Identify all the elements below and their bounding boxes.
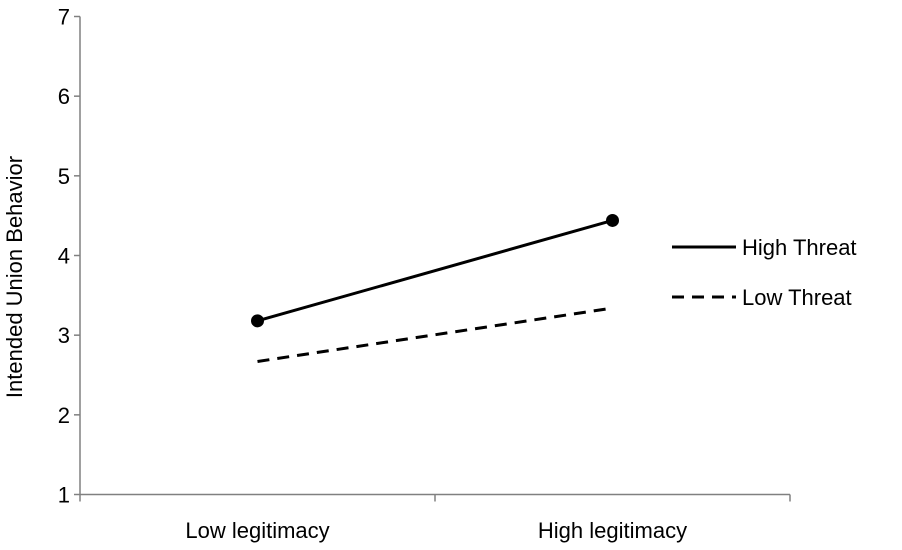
x-tick-label: High legitimacy — [538, 518, 687, 543]
legend-label: High Threat — [742, 235, 857, 260]
series-line-1 — [257, 219, 613, 323]
legend: High Threat Low Threat — [672, 235, 857, 310]
axes — [79, 16, 790, 496]
y-tick-label: 2 — [58, 403, 70, 428]
y-tick-label: 1 — [58, 483, 70, 508]
y-ticks: 1 2 3 4 5 6 7 — [58, 5, 80, 508]
x-tick-label: Low legitimacy — [185, 518, 329, 543]
series-group — [251, 213, 619, 363]
data-point — [251, 314, 264, 328]
y-tick-label: 7 — [58, 5, 70, 30]
y-tick-label: 6 — [58, 84, 70, 109]
y-tick-label: 5 — [58, 164, 70, 189]
series-line-2 — [257, 306, 613, 363]
y-axis-title: Intended Union Behavior — [2, 156, 27, 398]
y-tick-label: 4 — [58, 244, 70, 269]
legend-label: Low Threat — [742, 285, 852, 310]
x-tick-labels: Low legitimacy High legitimacy — [185, 518, 687, 543]
x-ticks — [79, 494, 791, 502]
data-point — [606, 213, 619, 227]
y-tick-label: 3 — [58, 323, 70, 348]
